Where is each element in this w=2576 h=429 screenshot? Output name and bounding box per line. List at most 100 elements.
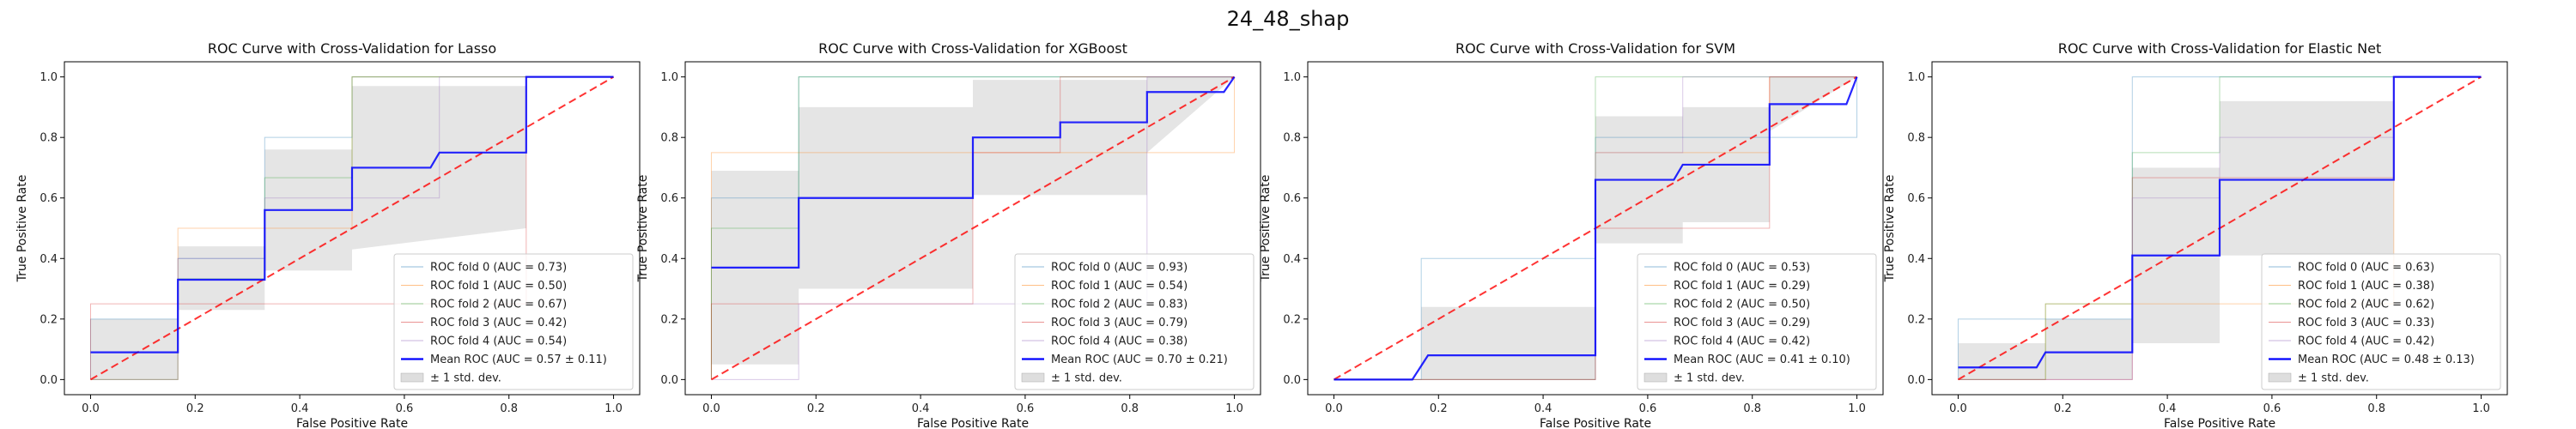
y-axis-label: True Positive Rate (1259, 175, 1273, 283)
x-tick-label: 0.0 (1325, 402, 1343, 415)
roc-fold-3-line (1334, 76, 1857, 380)
legend-entry-4: ROC fold 4 (AUC = 0.42) (2298, 335, 2434, 348)
x-axis-label: False Positive Rate (2164, 417, 2275, 429)
x-axis-label: False Positive Rate (917, 417, 1029, 429)
y-tick-label: 0.6 (1907, 192, 1925, 205)
legend-entry-3: ROC fold 3 (AUC = 0.79) (1051, 317, 1188, 329)
legend: ROC fold 0 (AUC = 0.73) ROC fold 1 (AUC =… (393, 253, 634, 390)
legend-swatch-std (2268, 372, 2292, 383)
legend-entry-0: ROC fold 0 (AUC = 0.63) (2298, 262, 2434, 275)
roc-fold-4-line (711, 76, 1235, 380)
x-tick-label: 0.0 (82, 402, 100, 415)
y-tick-label: 0.4 (660, 253, 678, 266)
panel-title: ROC Curve with Cross-Validation for Elas… (2058, 40, 2382, 57)
x-tick-label: 0.4 (2159, 402, 2177, 415)
legend-entry-3: ROC fold 3 (AUC = 0.42) (430, 317, 567, 329)
legend-box (1637, 253, 1877, 390)
legend-entry-5: Mean ROC (AUC = 0.57 ± 0.11) (430, 353, 607, 366)
y-tick-label: 0.6 (660, 192, 678, 205)
legend-entry-3: ROC fold 3 (AUC = 0.33) (2298, 317, 2434, 329)
legend-entry-2: ROC fold 2 (AUC = 0.62) (2298, 299, 2434, 311)
legend-entry-3: ROC fold 3 (AUC = 0.29) (1674, 317, 1810, 329)
panel-title: ROC Curve with Cross-Validation for Lass… (208, 40, 496, 57)
y-tick-label: 0.0 (1283, 374, 1301, 387)
y-tick-label: 0.4 (1907, 253, 1925, 266)
legend-entry-1: ROC fold 1 (AUC = 0.38) (2298, 280, 2434, 293)
legend-entry-0: ROC fold 0 (AUC = 0.73) (430, 262, 567, 275)
x-tick-label: 1.0 (2472, 402, 2490, 415)
legend-entry-6: ± 1 std. dev. (430, 372, 501, 385)
legend-entry-5: Mean ROC (AUC = 0.70 ± 0.21) (1051, 353, 1228, 366)
y-tick-label: 0.4 (1283, 253, 1301, 266)
legend-entry-6: ± 1 std. dev. (1674, 372, 1745, 385)
panel-0: ROC Curve with Cross-Validation for Lass… (15, 40, 641, 429)
legend-swatch-std (400, 372, 424, 383)
legend-entry-6: ± 1 std. dev. (1051, 372, 1122, 385)
legend-entry-6: ± 1 std. dev. (2298, 372, 2369, 385)
axes-frame (1931, 61, 2508, 396)
x-tick-label: 0.4 (1534, 402, 1552, 415)
mean-roc-line (711, 76, 1236, 269)
y-axis-label: True Positive Rate (15, 175, 29, 283)
y-tick-label: 1.0 (1907, 71, 1925, 84)
y-axis-label: True Positive Rate (636, 175, 650, 283)
roc-fold-2-line (1958, 76, 2482, 380)
x-axis-label: False Positive Rate (1540, 417, 1651, 429)
y-tick-label: 0.8 (39, 132, 58, 145)
x-tick-label: 0.4 (291, 402, 309, 415)
legend-entry-1: ROC fold 1 (AUC = 0.54) (1051, 280, 1188, 293)
legend-box (393, 253, 634, 390)
y-tick-label: 1.0 (39, 71, 58, 84)
x-tick-label: 0.8 (1121, 402, 1139, 415)
axes-frame (1307, 61, 1884, 396)
x-tick-label: 0.4 (912, 402, 930, 415)
legend: ROC fold 0 (AUC = 0.63) ROC fold 1 (AUC =… (2261, 253, 2501, 390)
y-tick-label: 0.6 (1283, 192, 1301, 205)
y-axis-label: True Positive Rate (1883, 175, 1897, 283)
y-tick-label: 0.0 (1907, 374, 1925, 387)
legend-entry-2: ROC fold 2 (AUC = 0.83) (1051, 299, 1188, 311)
legend: ROC fold 0 (AUC = 0.53) ROC fold 1 (AUC =… (1637, 253, 1877, 390)
mean-roc-line (90, 76, 614, 353)
roc-fold-1-line (1334, 76, 1857, 380)
legend-entry-1: ROC fold 1 (AUC = 0.29) (1674, 280, 1810, 293)
figure-suptitle: 24_48_shap (1227, 7, 1350, 31)
y-tick-label: 0.0 (660, 374, 678, 387)
std-band (711, 76, 1235, 365)
legend-entry-0: ROC fold 0 (AUC = 0.93) (1051, 262, 1188, 275)
axes-frame (684, 61, 1261, 396)
x-tick-label: 0.6 (2263, 402, 2281, 415)
x-tick-label: 0.8 (1743, 402, 1761, 415)
panel-3: ROC Curve with Cross-Validation for Elas… (1883, 40, 2508, 429)
panel-title: ROC Curve with Cross-Validation for SVM (1455, 40, 1735, 57)
y-tick-label: 1.0 (660, 71, 678, 84)
legend-entry-0: ROC fold 0 (AUC = 0.53) (1674, 262, 1810, 275)
x-tick-label: 0.2 (1430, 402, 1448, 415)
legend-entry-5: Mean ROC (AUC = 0.41 ± 0.10) (1674, 353, 1850, 366)
panel-1: ROC Curve with Cross-Validation for XGBo… (636, 40, 1261, 429)
legend: ROC fold 0 (AUC = 0.93) ROC fold 1 (AUC =… (1014, 253, 1255, 390)
panel-title: ROC Curve with Cross-Validation for XGBo… (818, 40, 1127, 57)
x-tick-label: 1.0 (605, 402, 623, 415)
x-tick-label: 0.2 (2054, 402, 2072, 415)
y-tick-label: 0.2 (660, 313, 678, 326)
legend-swatch-std (1643, 372, 1668, 383)
legend-box (1014, 253, 1255, 390)
x-tick-label: 0.0 (1949, 402, 1967, 415)
chance-diagonal-line (710, 76, 1236, 381)
y-tick-label: 0.0 (39, 374, 58, 387)
x-tick-label: 0.0 (702, 402, 720, 415)
y-tick-label: 0.2 (39, 313, 58, 326)
x-tick-label: 0.6 (1017, 402, 1035, 415)
legend-box (2261, 253, 2501, 390)
y-tick-label: 0.6 (39, 192, 58, 205)
legend-entry-4: ROC fold 4 (AUC = 0.38) (1051, 335, 1188, 348)
legend-entry-4: ROC fold 4 (AUC = 0.42) (1674, 335, 1810, 348)
x-axis-label: False Positive Rate (296, 417, 408, 429)
legend-entry-5: Mean ROC (AUC = 0.48 ± 0.13) (2298, 353, 2475, 366)
panel-2: ROC Curve with Cross-Validation for SVM 0… (1259, 40, 1884, 429)
x-tick-label: 1.0 (1848, 402, 1866, 415)
x-tick-label: 0.6 (1639, 402, 1657, 415)
x-tick-label: 0.8 (500, 402, 518, 415)
